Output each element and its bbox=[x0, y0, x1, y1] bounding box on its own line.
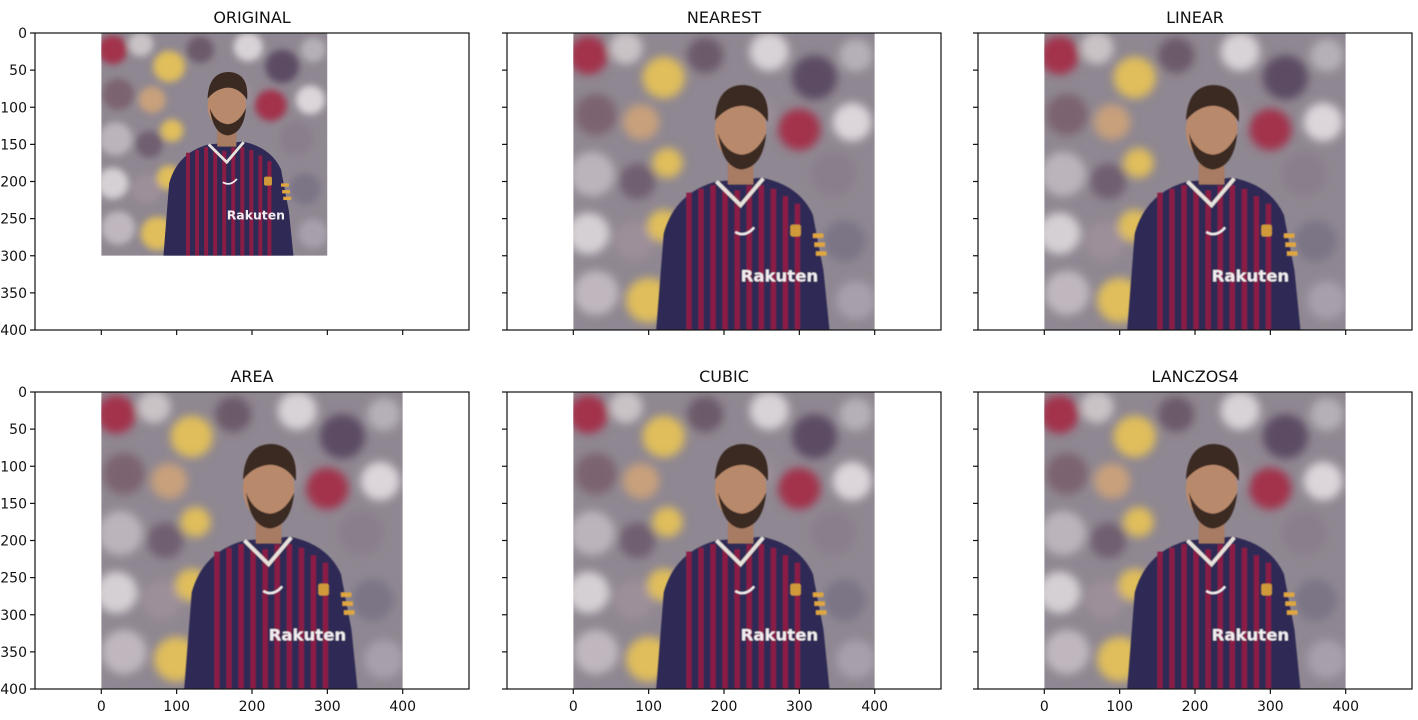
x-tick-label: 200 bbox=[1182, 699, 1209, 715]
y-tick-label: 0 bbox=[18, 385, 27, 401]
y-tick-label: 350 bbox=[0, 286, 27, 302]
y-tick-label: 350 bbox=[0, 645, 27, 661]
x-tick-label: 300 bbox=[314, 699, 341, 715]
y-tick-label: 50 bbox=[9, 422, 27, 438]
y-tick-label: 400 bbox=[0, 323, 27, 339]
panel-title: LINEAR bbox=[1166, 8, 1224, 27]
y-tick-label: 300 bbox=[0, 608, 27, 624]
panel-lanczos4: LANCZOS4 0 100 200 300 400 bbox=[973, 367, 1413, 715]
resized-image bbox=[1038, 32, 1346, 330]
x-tick-label: 0 bbox=[1040, 699, 1049, 715]
panel-original: ORIGINAL 0 50 100 150 200 250 300 350 400 bbox=[0, 8, 470, 339]
y-tick-label: 0 bbox=[18, 26, 27, 42]
x-tick-label: 200 bbox=[711, 699, 738, 715]
x-tick-label: 100 bbox=[635, 699, 662, 715]
resized-image bbox=[1038, 391, 1346, 689]
x-tick-label: 300 bbox=[1257, 699, 1284, 715]
resized-image bbox=[567, 32, 875, 330]
resized-image bbox=[567, 391, 875, 689]
y-tick-label: 250 bbox=[0, 212, 27, 228]
y-tick-label: 100 bbox=[0, 100, 27, 116]
y-tick-label: 400 bbox=[0, 682, 27, 698]
panel-title: AREA bbox=[230, 367, 273, 386]
y-tick-label: 250 bbox=[0, 571, 27, 587]
y-tick-label: 100 bbox=[0, 459, 27, 475]
y-tick-label: 50 bbox=[9, 63, 27, 79]
panel-title: CUBIC bbox=[699, 367, 749, 386]
x-tick-label: 300 bbox=[786, 699, 813, 715]
x-tick-label: 0 bbox=[569, 699, 578, 715]
x-tick-label: 400 bbox=[861, 699, 888, 715]
resized-image bbox=[97, 32, 328, 256]
panel-linear: LINEAR bbox=[973, 8, 1413, 335]
panel-cubic: CUBIC 0 100 200 300 400 bbox=[502, 367, 942, 715]
y-tick-label: 200 bbox=[0, 175, 27, 191]
panel-title: NEAREST bbox=[687, 8, 761, 27]
panel-title: ORIGINAL bbox=[213, 8, 290, 27]
x-tick-label: 400 bbox=[1332, 699, 1359, 715]
y-tick-label: 200 bbox=[0, 534, 27, 550]
panel-nearest: NEAREST bbox=[502, 8, 942, 335]
y-tick-label: 150 bbox=[0, 137, 27, 153]
y-tick-label: 150 bbox=[0, 496, 27, 512]
resized-image bbox=[95, 391, 403, 689]
panel-area: AREA 0 50 100 150 200 250 300 350 400 0 100 200 300 40… bbox=[0, 367, 470, 715]
y-tick-label: 300 bbox=[0, 249, 27, 265]
x-tick-label: 400 bbox=[389, 699, 416, 715]
x-tick-label: 100 bbox=[163, 699, 190, 715]
x-tick-label: 100 bbox=[1106, 699, 1133, 715]
x-tick-label: 200 bbox=[239, 699, 266, 715]
panel-title: LANCZOS4 bbox=[1151, 367, 1238, 386]
x-tick-label: 0 bbox=[97, 699, 106, 715]
